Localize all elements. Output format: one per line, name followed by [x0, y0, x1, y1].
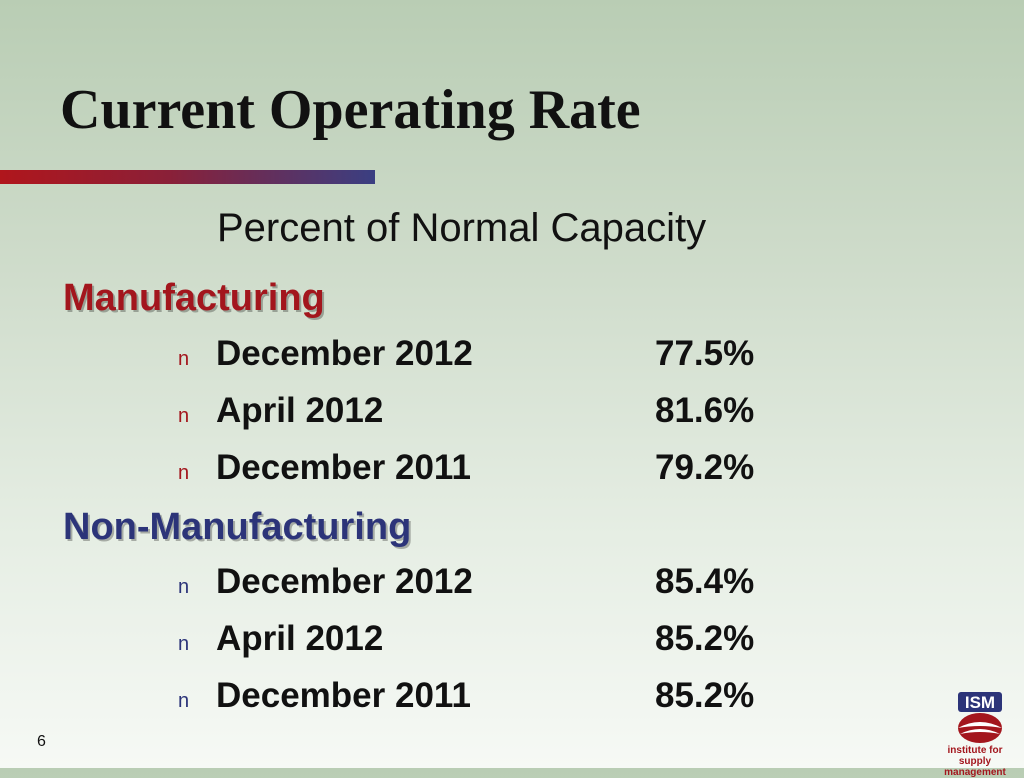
ism-logo-icon: ISM [958, 692, 1002, 743]
row-label: December 2011 [216, 448, 471, 487]
slide-subtitle: Percent of Normal Capacity [217, 206, 707, 250]
logo-tagline-line2: supply management [944, 756, 1006, 778]
slide-title: Current Operating Rate [60, 79, 641, 141]
logo-tagline-line1: institute for [947, 745, 1003, 756]
bullet-icon: n [178, 633, 190, 655]
list-item: n April 2012 81.6% [0, 391, 900, 437]
row-value: 77.5% [655, 334, 755, 373]
section-heading-manufacturing: Manufacturing [63, 277, 325, 319]
list-item: n April 2012 85.2% [0, 619, 900, 665]
bullet-icon: n [178, 462, 190, 484]
bullet-icon: n [178, 576, 190, 598]
page-number: 6 [37, 733, 46, 750]
row-label: April 2012 [216, 619, 384, 658]
row-value: 85.4% [655, 562, 755, 601]
list-item: n December 2012 77.5% [0, 334, 900, 380]
row-value: 85.2% [655, 619, 755, 658]
list-item: n December 2011 79.2% [0, 448, 900, 494]
bullet-icon: n [178, 690, 190, 712]
row-label: December 2012 [216, 334, 473, 373]
row-label: December 2011 [216, 676, 471, 715]
logo-tagline: institute for supply management [928, 745, 1022, 778]
title-divider [0, 170, 375, 184]
row-value: 79.2% [655, 448, 755, 487]
list-item: n December 2012 85.4% [0, 562, 900, 608]
row-value: 85.2% [655, 676, 755, 715]
list-item: n December 2011 85.2% [0, 676, 900, 722]
row-value: 81.6% [655, 391, 755, 430]
bullet-icon: n [178, 348, 190, 370]
section-heading-non-manufacturing: Non-Manufacturing [63, 506, 412, 548]
logo-mark: ISM [965, 693, 995, 712]
row-label: December 2012 [216, 562, 473, 601]
bullet-icon: n [178, 405, 190, 427]
row-label: April 2012 [216, 391, 384, 430]
